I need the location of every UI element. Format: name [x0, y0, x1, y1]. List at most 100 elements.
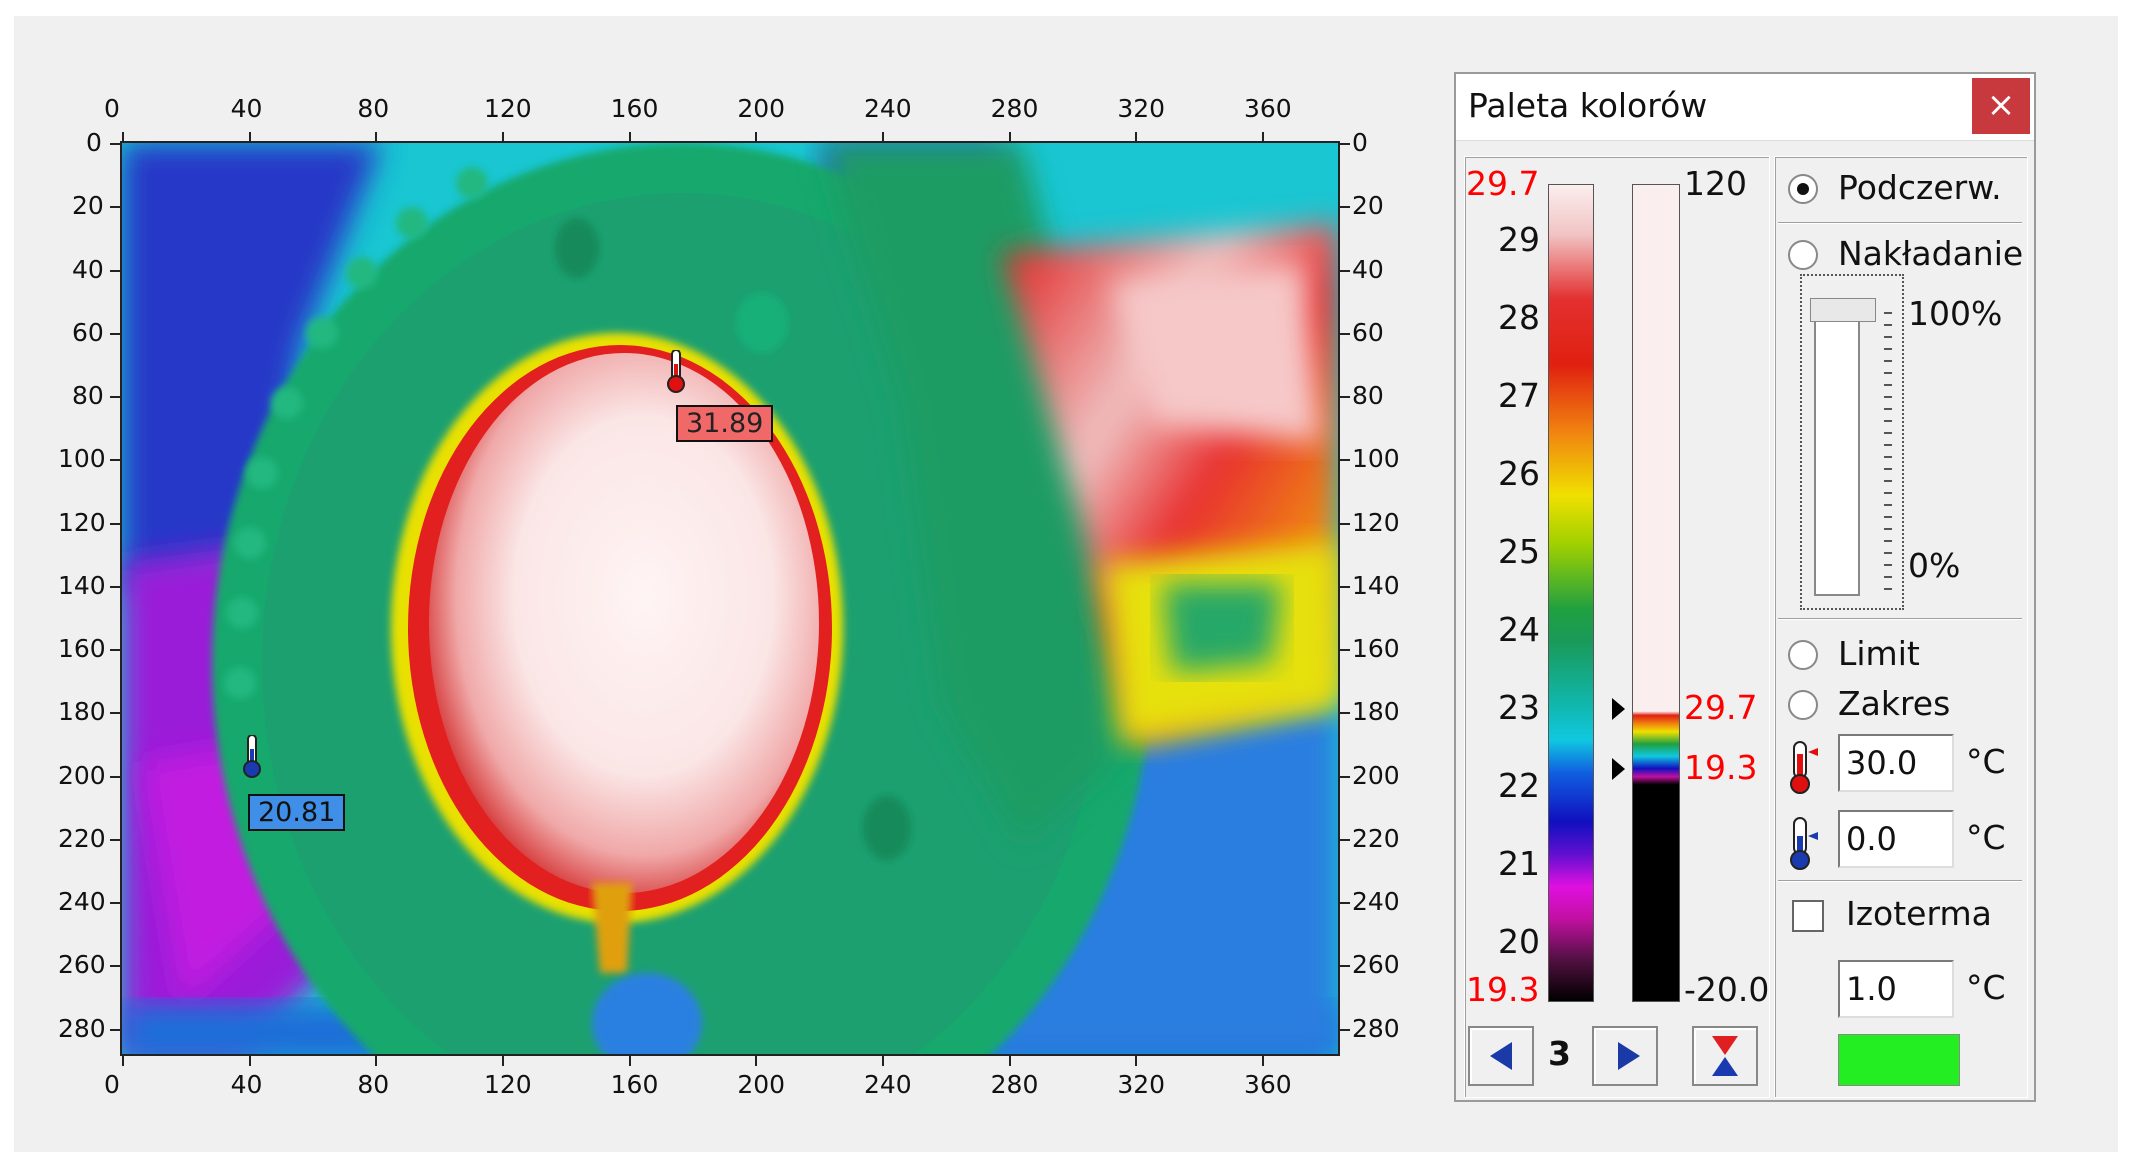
lower-temp-icon	[1790, 817, 1818, 870]
x-tick-bottom	[755, 1056, 758, 1066]
limit-radio[interactable]	[1788, 640, 1818, 670]
y-tick-label-right: 160	[1352, 634, 1400, 664]
overlay-radio[interactable]	[1788, 240, 1818, 270]
y-tick-right	[1340, 838, 1350, 841]
x-tick-top	[122, 132, 124, 142]
isotherm-color[interactable]	[1838, 1034, 1960, 1086]
x-tick-label-top: 160	[610, 94, 659, 123]
y-tick-label-left: 180	[58, 697, 106, 727]
y-tick-label-right: 180	[1352, 697, 1400, 727]
y-tick-right	[1340, 902, 1350, 905]
y-tick-left	[110, 649, 120, 652]
x-tick-top	[755, 132, 758, 142]
hot-spot-marker[interactable]	[666, 349, 686, 394]
x-tick-label-bottom: 360	[1244, 1070, 1292, 1099]
scale-label: 23	[1498, 688, 1540, 727]
range-min-pointer[interactable]	[1612, 758, 1625, 780]
range-radio[interactable]	[1788, 690, 1818, 720]
y-tick-label-right: 0	[1352, 128, 1368, 157]
range-max-pointer[interactable]	[1612, 698, 1625, 720]
upper-temp-unit: °C	[1966, 742, 2006, 781]
scale-label: 28	[1498, 298, 1540, 337]
thermometer-cold-icon	[243, 734, 261, 778]
y-tick-label-right: 220	[1352, 823, 1400, 853]
x-tick-top	[882, 132, 884, 142]
panel-title-bar: Paleta kolorów ×	[1456, 74, 2034, 141]
y-tick-right	[1340, 143, 1350, 145]
y-tick-right	[1340, 522, 1350, 525]
range-top-label: 120	[1684, 164, 1747, 203]
hot-spot-value: 31.89	[676, 405, 774, 442]
isotherm-unit: °C	[1966, 968, 2006, 1007]
isotherm-input[interactable]: 1.0	[1838, 960, 1954, 1018]
range-max-value: 29.7	[1684, 688, 1758, 727]
x-tick-top	[1262, 132, 1264, 142]
scale-section	[1464, 156, 1770, 1098]
next-palette-button[interactable]	[1592, 1026, 1658, 1086]
y-tick-left	[110, 902, 120, 905]
y-tick-label-left: 60	[72, 317, 104, 347]
range-label: Zakres	[1838, 684, 1951, 723]
y-tick-left	[110, 206, 120, 209]
x-tick-label-top: 40	[230, 94, 263, 123]
x-tick-label-top: 80	[357, 94, 390, 123]
x-tick-label-top: 120	[484, 94, 532, 123]
panel-title: Paleta kolorów	[1468, 86, 1708, 125]
close-button[interactable]: ×	[1972, 78, 2030, 134]
scale-label: 22	[1498, 766, 1540, 805]
x-tick-bottom	[882, 1056, 884, 1066]
scale-label: 27	[1498, 376, 1540, 415]
overlay-max-label: 100%	[1908, 294, 2003, 333]
thermal-image[interactable]	[120, 141, 1340, 1056]
infrared-radio[interactable]	[1788, 174, 1818, 204]
y-tick-label-left: 0	[86, 128, 102, 157]
overlay-label: Nakładanie	[1838, 234, 2024, 273]
x-tick-label-bottom: 80	[357, 1070, 390, 1099]
scale-label: 29	[1498, 220, 1540, 259]
x-tick-bottom	[375, 1056, 378, 1066]
y-tick-right	[1340, 649, 1350, 652]
isotherm-checkbox[interactable]	[1792, 900, 1824, 932]
scale-label: 21	[1498, 844, 1540, 883]
palette-number: 3	[1548, 1034, 1571, 1073]
y-tick-label-right: 120	[1352, 507, 1400, 537]
range-min-value: 19.3	[1684, 748, 1758, 787]
thermometer-hot-icon	[667, 349, 685, 393]
overlay-slider-track	[1814, 306, 1860, 596]
y-tick-label-right: 100	[1352, 444, 1400, 474]
y-tick-label-left: 240	[58, 887, 106, 917]
lower-temp-input[interactable]: 0.0	[1838, 810, 1954, 868]
y-tick-label-left: 40	[72, 254, 104, 284]
upper-temp-input[interactable]: 30.0	[1838, 734, 1954, 792]
x-tick-label-bottom: 160	[610, 1070, 659, 1099]
cold-spot-value: 20.81	[248, 794, 346, 831]
range-bar[interactable]	[1632, 184, 1680, 1002]
x-tick-label-bottom: 280	[990, 1070, 1039, 1099]
x-tick-label-bottom: 40	[230, 1070, 263, 1099]
color-palette-bar[interactable]	[1548, 184, 1594, 1002]
overlay-slider-thumb[interactable]	[1810, 298, 1876, 322]
palette-panel: Paleta kolorów × 29.7 19.3 120 -20.0 29.…	[1454, 72, 2036, 1102]
upper-temp-icon	[1790, 741, 1818, 794]
y-tick-label-right: 240	[1352, 887, 1400, 917]
y-tick-left	[110, 585, 120, 588]
y-tick-right	[1340, 712, 1350, 715]
y-tick-label-right: 260	[1352, 950, 1400, 980]
mode-divider-3	[1778, 880, 2022, 882]
x-tick-label-top: 200	[737, 94, 786, 123]
x-tick-top	[628, 132, 631, 142]
x-tick-top	[502, 132, 504, 142]
overlay-slider[interactable]	[1800, 274, 1904, 610]
isotherm-label: Izoterma	[1846, 894, 1992, 933]
y-tick-label-left: 140	[58, 570, 106, 600]
cold-spot-marker[interactable]	[242, 734, 262, 779]
y-tick-label-right: 40	[1352, 254, 1384, 284]
y-tick-left	[110, 1028, 120, 1031]
prev-palette-button[interactable]	[1468, 1026, 1534, 1086]
auto-range-button[interactable]	[1692, 1026, 1758, 1086]
y-tick-left	[110, 965, 120, 968]
x-tick-label-bottom: 200	[737, 1070, 786, 1099]
y-tick-left	[110, 332, 120, 335]
x-tick-top	[375, 132, 378, 142]
scale-max-label: 29.7	[1466, 164, 1540, 203]
